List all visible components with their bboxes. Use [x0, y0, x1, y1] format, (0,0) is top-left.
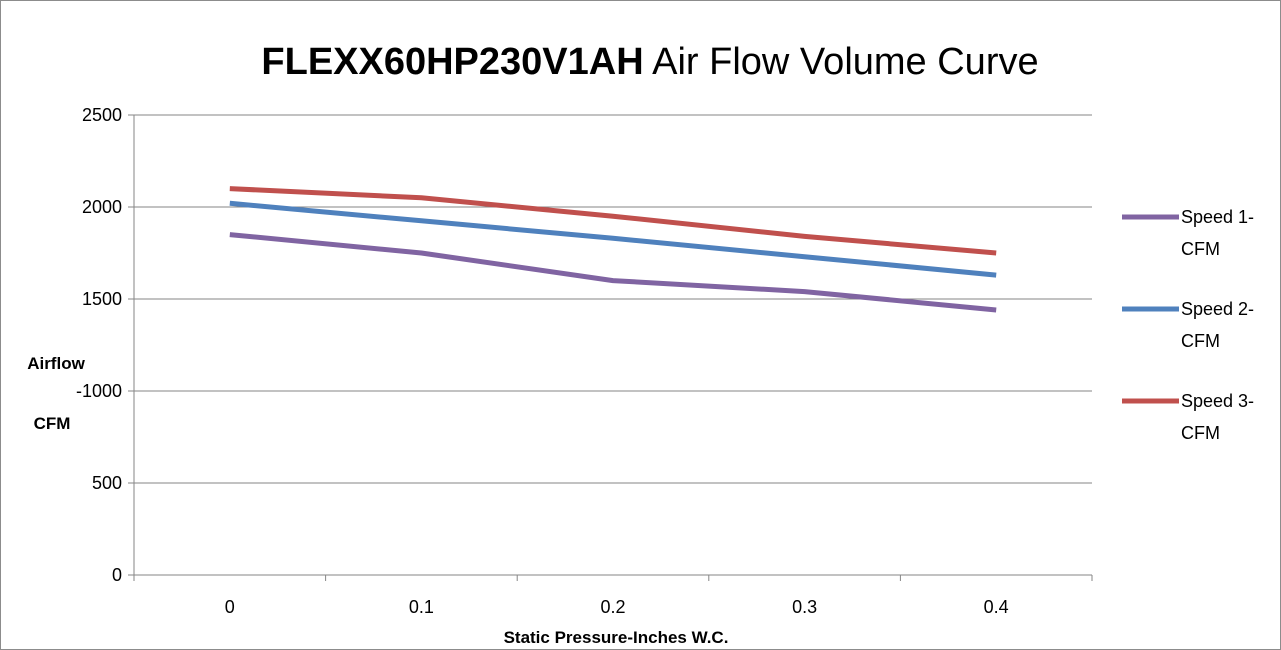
gridlines [134, 114, 1092, 484]
y-tick-label: -1000 [76, 381, 122, 401]
chart-title-model: FLEXX60HP230V1AH [261, 41, 643, 83]
x-tick-label: 0 [225, 597, 235, 617]
legend-label-speed-3-line-1: Speed 3- [1181, 391, 1254, 411]
series-line-speed-1 [229, 232, 997, 313]
legend-label-speed-2-line-1: Speed 2- [1181, 299, 1254, 319]
y-tick-label: 2500 [82, 105, 122, 125]
x-tick-label: 0.3 [792, 597, 817, 617]
series-lines [229, 186, 997, 313]
y-tick-label: 0 [112, 565, 122, 585]
x-tick-label: 0.2 [600, 597, 625, 617]
x-tick-label: 0.1 [409, 597, 434, 617]
y-tick-label: 1500 [82, 289, 122, 309]
y-tick-label: 500 [92, 473, 122, 493]
y-tick-label: 2000 [82, 197, 122, 217]
axes [128, 114, 1093, 581]
legend: Speed 1- CFM Speed 2- CFM Speed 3- CFM [1122, 207, 1254, 443]
chart-title-rest: Air Flow Volume Curve [644, 41, 1039, 83]
legend-label-speed-3-line-2: CFM [1181, 423, 1220, 443]
series-line-speed-2 [229, 200, 997, 278]
chart-title: FLEXX60HP230V1AH Air Flow Volume Curve [261, 41, 1038, 83]
axis-titles: Static Pressure-Inches W.C. Airflow CFM [27, 354, 728, 647]
legend-label-speed-1-line-1: Speed 1- [1181, 207, 1254, 227]
x-tick-label: 0.4 [984, 597, 1009, 617]
legend-label-speed-2-line-2: CFM [1181, 331, 1220, 351]
x-axis-title: Static Pressure-Inches W.C. [504, 628, 729, 647]
y-axis-title-line-1: Airflow [27, 354, 85, 373]
series-line-speed-3 [229, 186, 997, 256]
tick-labels: 0 500 -1000 1500 2000 2500 0 0.1 0.2 0.3 0.4 [76, 105, 1009, 617]
y-axis-title-line-2: CFM [34, 414, 71, 433]
legend-label-speed-1-line-2: CFM [1181, 239, 1220, 259]
